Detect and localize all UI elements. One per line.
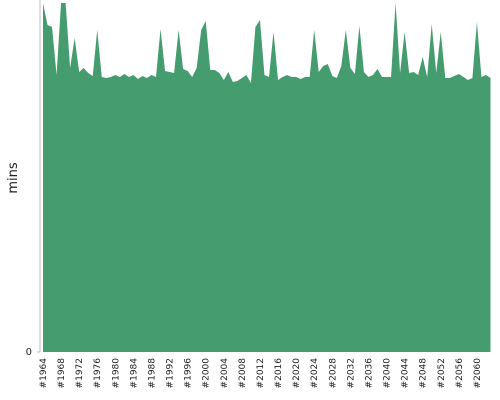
x-tick-label: #1980 [111, 358, 121, 389]
x-tick-label: #2028 [328, 358, 338, 389]
x-tick-label: #1968 [57, 358, 67, 389]
x-tick-label: #1976 [93, 358, 103, 389]
x-tick-label: #2008 [238, 358, 248, 389]
x-tick-label: #2000 [202, 358, 212, 389]
x-tick-label: #2004 [220, 358, 230, 389]
x-tick-label: #1972 [75, 358, 85, 388]
x-tick-label: #1984 [129, 358, 139, 389]
x-tick-label: #2044 [401, 358, 411, 389]
y-tick-label: 0 [26, 347, 32, 358]
x-tick-label: #1988 [147, 358, 157, 389]
x-tick-label: #2020 [292, 358, 302, 389]
x-tick-label: #2016 [274, 358, 284, 389]
x-tick-label: #2048 [419, 358, 429, 389]
x-tick-label: #2052 [437, 358, 447, 388]
area [43, 3, 491, 352]
x-tick-label: #1992 [166, 358, 176, 388]
x-tick-label: #2036 [364, 358, 374, 389]
x-tick-label: #2032 [346, 358, 356, 388]
x-tick-label: #1996 [184, 358, 194, 389]
x-tick-label: #2012 [256, 358, 266, 388]
x-tick-label: #2060 [473, 358, 483, 389]
y-axis-label: mins [6, 162, 21, 194]
x-tick-label: #2056 [455, 358, 465, 389]
x-tick-label: #2040 [383, 358, 393, 389]
x-tick-label: #2024 [310, 358, 320, 389]
x-tick-label: #1964 [39, 358, 49, 389]
